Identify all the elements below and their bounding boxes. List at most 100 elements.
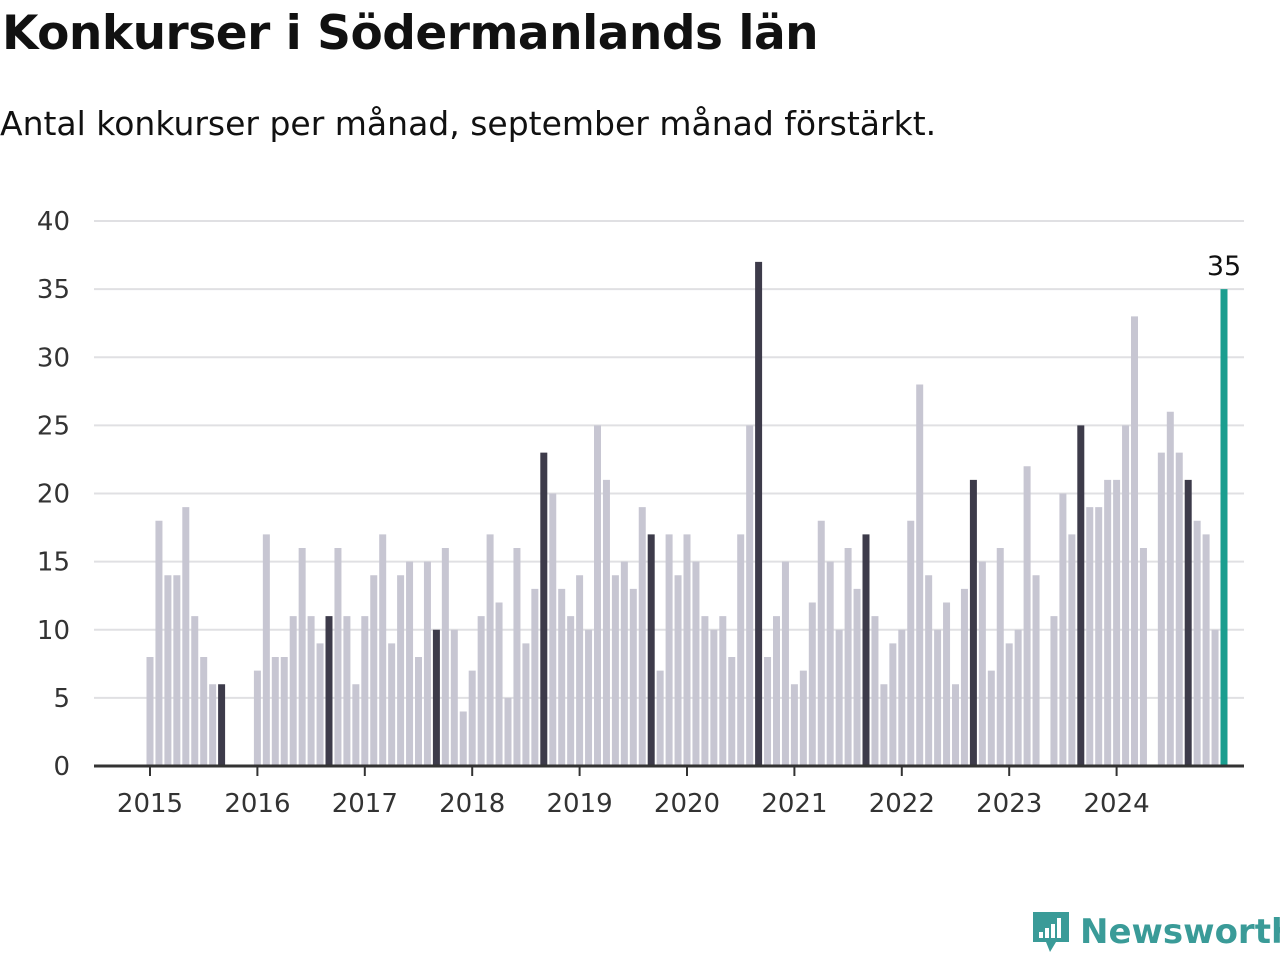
x-tick-label: 2019 [547,789,613,819]
bar [808,602,816,766]
bar [701,616,709,767]
bar [388,643,396,767]
newsworthy-icon [1033,912,1069,952]
bar [611,575,619,766]
bar [1086,507,1094,767]
bar [602,479,610,767]
bar [209,684,217,766]
bar [253,670,261,767]
bar [271,657,279,766]
bar [764,657,772,766]
bar [1068,534,1076,767]
bar [549,493,557,766]
bar [755,261,763,767]
bar [280,657,288,766]
bars [146,261,1228,767]
y-axis-ticks: 0 5 10 15 20 25 30 35 40 [37,207,70,782]
bar [1220,289,1228,767]
x-tick-label: 2017 [332,789,398,819]
bar [262,534,270,767]
bar [191,616,199,767]
bar [746,425,754,767]
bar [799,670,807,767]
bar [146,657,154,766]
bar [325,616,333,767]
chart-subtitle: Antal konkurser per månad, september mån… [0,104,937,143]
bar [397,575,405,766]
bar [298,548,306,766]
bar [952,684,959,766]
bar [1211,629,1219,766]
bar [1157,452,1165,767]
bar [1023,466,1031,766]
bar [441,548,449,766]
x-axis: 2015 2016 2017 2018 2019 2020 2021 2022 2023 2024 [94,764,1244,819]
bar [692,561,700,767]
bar [415,657,422,766]
bar [683,534,691,767]
bar [468,670,476,767]
y-tick-label: 40 [37,207,70,237]
chart-title: Konkurser i Södermanlands län [2,6,819,61]
bar [1175,452,1183,767]
bar [620,561,628,767]
bar [853,588,861,767]
bar [316,643,324,767]
bar [459,711,467,766]
bar [781,561,789,767]
bar [844,548,852,766]
bar [710,629,718,766]
y-tick-label: 15 [37,548,70,578]
x-tick-label: 2018 [439,789,505,819]
bar [1014,629,1022,766]
y-tick-label: 30 [37,343,70,373]
bar [969,479,977,767]
x-tick-label: 2021 [761,789,827,819]
y-tick-label: 35 [37,275,70,305]
bar [1122,425,1130,767]
bar [495,602,503,766]
bar-chart: 0 5 10 15 20 25 30 35 40 2015 2016 2017 2018 2019 202… [37,207,1244,819]
bar [576,575,584,766]
latest-value-label: 35 [1207,251,1241,282]
bar [987,670,995,767]
bar [1032,575,1040,766]
bar [1166,411,1174,766]
bar [728,657,736,766]
bar [773,616,780,767]
bar [889,643,897,767]
bar [629,588,637,767]
y-tick-label: 10 [37,616,70,646]
bar [862,534,870,767]
bar [343,616,351,767]
newsworthy-logo: Newsworthy [1030,908,1280,956]
bar [173,575,181,766]
bar [674,575,682,766]
bar [531,588,539,767]
bar [996,548,1004,766]
bar [540,452,548,767]
bar [1077,425,1085,767]
bar [638,507,646,767]
bar [164,575,172,766]
bar [656,670,664,767]
bar [379,534,387,767]
bar [334,548,342,766]
x-tick-label: 2020 [654,789,720,819]
bar [567,616,575,767]
bar [370,575,378,766]
bar [352,684,360,766]
bar [1113,479,1121,767]
bar [960,588,968,767]
bar [835,629,843,766]
bar [871,616,879,767]
bar [737,534,745,767]
bar [423,561,431,767]
bar [826,561,834,767]
bar [934,629,942,766]
y-tick-label: 0 [53,752,70,782]
x-tick-label: 2023 [976,789,1042,819]
bar [1095,507,1103,767]
bar [155,520,163,766]
bar [218,684,226,766]
